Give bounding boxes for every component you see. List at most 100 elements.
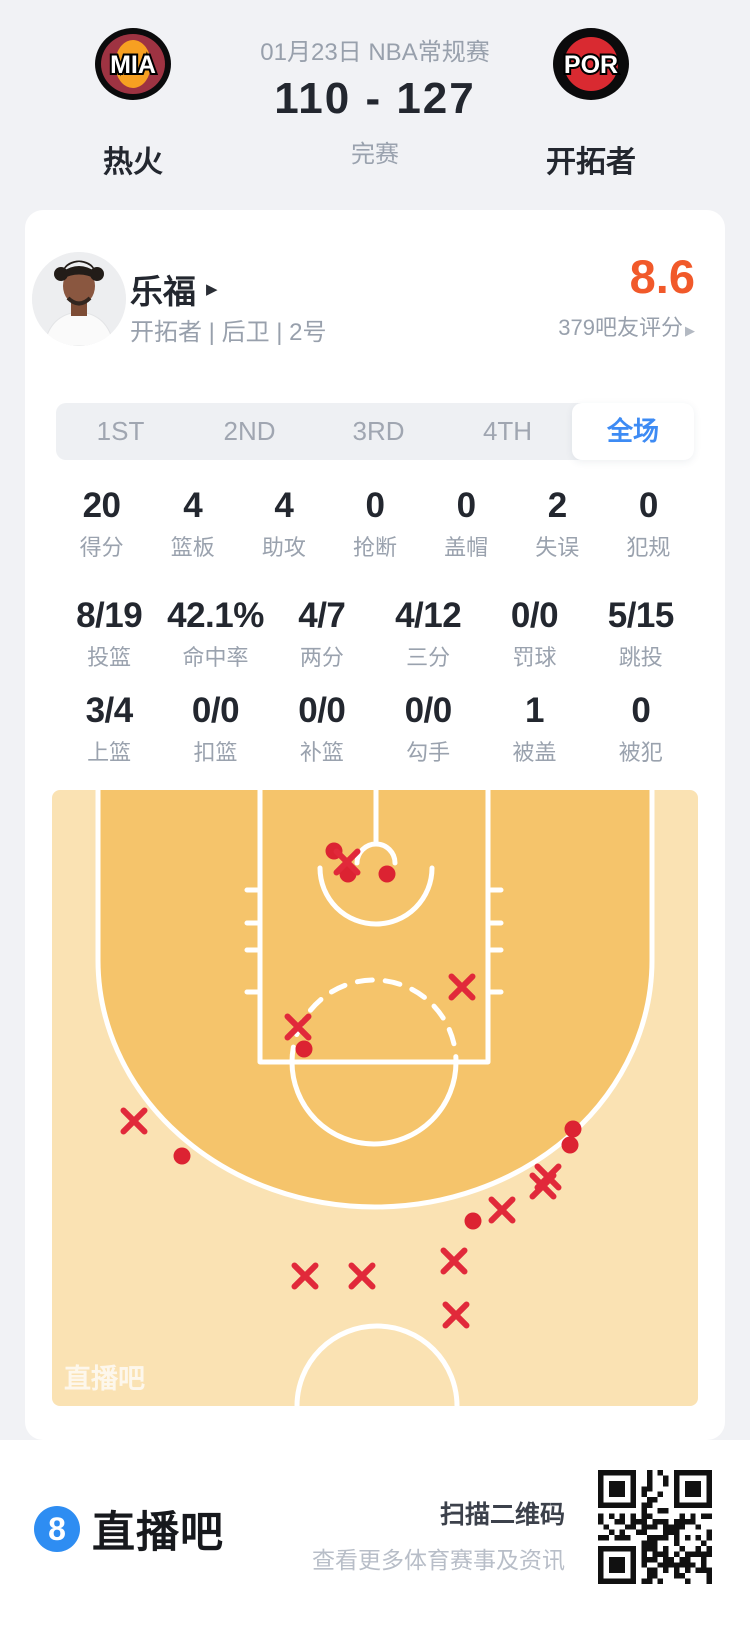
missed-shot-marker xyxy=(448,973,476,1001)
brand-8-icon: 8 xyxy=(34,1506,80,1552)
team-away-name: 开拓者 xyxy=(546,146,636,179)
half-court-circle xyxy=(294,1323,460,1406)
player-stats-card: 乐福 ▶ 开拓者 | 后卫 | 2号 8.6 379吧友评分 ▶ 1ST 2ND 3R… xyxy=(25,210,725,1440)
stat-row-detail: 3/4 上篮 0/0 扣篮 0/0 补篮 0/0 勾手 1 被盖 0 被犯 xyxy=(56,691,694,767)
stat-cell: 0/0 扣篮 xyxy=(162,691,268,767)
stat-value: 5/15 xyxy=(607,596,675,635)
tab-1st[interactable]: 1ST xyxy=(96,416,145,446)
stat-cell: 0/0 补篮 xyxy=(269,691,375,767)
made-shot-marker xyxy=(561,1136,579,1154)
stat-row-main: 20 得分 4 篮板 4 助攻 0 抢断 0 盖帽 2 失误 0 犯规 xyxy=(56,486,694,562)
stat-label: 盖帽 xyxy=(444,535,489,560)
stat-label: 被犯 xyxy=(618,740,663,765)
stat-value: 2 xyxy=(547,486,567,525)
scan-hint: 扫描二维码 查看更多体育赛事及资讯 xyxy=(312,1495,565,1575)
stat-label: 抢断 xyxy=(352,535,397,560)
scan-title: 扫描二维码 xyxy=(439,1501,565,1529)
stat-value: 0/0 xyxy=(510,596,559,635)
stat-cell: 0 抢断 xyxy=(329,486,420,562)
tab-2nd[interactable]: 2ND xyxy=(223,416,276,446)
svg-text:POR: POR xyxy=(564,51,618,79)
stat-value: 4/7 xyxy=(298,596,346,635)
qr-code-icon xyxy=(598,1470,712,1584)
shot-chart: 直播吧 xyxy=(52,790,698,1406)
made-shot-marker xyxy=(464,1212,482,1230)
made-shot-marker xyxy=(295,1040,313,1058)
stat-cell: 42.1% 命中率 xyxy=(162,596,268,672)
player-name[interactable]: 乐福 xyxy=(130,273,196,310)
tab-全场[interactable]: 全场 xyxy=(572,403,694,460)
quarter-tabbar: 1ST 2ND 3RD 4TH 全场 xyxy=(56,403,694,460)
rating-votes-label[interactable]: 379吧友评分 ▶ xyxy=(558,315,695,340)
lane-hash-left xyxy=(244,887,263,995)
lane-hash-right xyxy=(485,887,504,995)
rating-more-triangle-icon: ▶ xyxy=(685,323,695,338)
restricted-arc xyxy=(317,865,435,927)
player-avatar[interactable] xyxy=(32,252,126,346)
match-date: 01月23日 NBA常规赛 xyxy=(260,39,490,66)
mia-logo-icon: MIA xyxy=(95,28,171,100)
team-home[interactable]: MIA 热火 xyxy=(48,26,218,181)
player-info: 开拓者 | 后卫 | 2号 xyxy=(130,319,327,346)
por-logo-icon: POR xyxy=(553,28,629,100)
stat-label: 上篮 xyxy=(87,740,132,765)
stat-label: 跳投 xyxy=(618,645,663,670)
team-away[interactable]: POR 开拓者 xyxy=(506,26,676,181)
brand-logo[interactable]: 8 直播吧 xyxy=(34,1498,224,1560)
match-score: 110 - 127 xyxy=(274,74,476,123)
stat-label: 罚球 xyxy=(512,645,557,670)
stat-label: 投篮 xyxy=(87,645,132,670)
stat-value: 1 xyxy=(524,691,544,730)
missed-shot-marker xyxy=(440,1247,468,1275)
stat-value: 0/0 xyxy=(191,691,240,730)
three-point-line xyxy=(95,790,655,1210)
stat-label: 补篮 xyxy=(299,740,344,765)
shot-markers xyxy=(120,842,582,1329)
stat-label: 两分 xyxy=(299,645,344,670)
tab-3rd[interactable]: 3RD xyxy=(352,416,405,446)
stat-cell: 1 被盖 xyxy=(481,691,587,767)
player-more-triangle-icon[interactable]: ▶ xyxy=(206,281,218,298)
tab-4th[interactable]: 4TH xyxy=(482,416,533,446)
stat-value: 20 xyxy=(82,486,121,525)
svg-text:MIA: MIA xyxy=(110,51,156,79)
app-footer: 8 直播吧 扫描二维码 查看更多体育赛事及资讯 xyxy=(0,1440,750,1629)
stat-label: 勾手 xyxy=(406,740,451,765)
missed-shot-marker xyxy=(488,1196,516,1224)
stat-cell: 4 篮板 xyxy=(147,486,238,562)
stat-cell: 0/0 罚球 xyxy=(481,596,587,672)
stat-cell: 0 犯规 xyxy=(603,486,694,562)
stat-label: 犯规 xyxy=(626,535,671,560)
missed-shot-marker xyxy=(291,1262,319,1290)
free-throw-circle-solid xyxy=(289,1059,459,1147)
stat-label: 被盖 xyxy=(512,740,557,765)
player-rating: 8.6 xyxy=(629,250,695,303)
stat-cell: 0/0 勾手 xyxy=(375,691,481,767)
made-shot-marker xyxy=(173,1147,191,1165)
missed-shot-marker xyxy=(529,1172,557,1200)
stat-cell: 20 得分 xyxy=(56,486,147,562)
stat-value: 3/4 xyxy=(85,691,134,730)
stat-value: 0/0 xyxy=(404,691,453,730)
stat-label: 失误 xyxy=(535,535,580,560)
stat-cell: 2 失误 xyxy=(512,486,603,562)
stat-cell: 8/19 投篮 xyxy=(56,596,162,672)
missed-shot-marker xyxy=(284,1013,312,1041)
stat-value: 8/19 xyxy=(76,596,143,635)
rating-block[interactable]: 8.6 379吧友评分 ▶ xyxy=(558,252,695,342)
stat-cell: 4 助攻 xyxy=(238,486,329,562)
stat-row-shooting: 8/19 投篮 42.1% 命中率 4/7 两分 4/12 三分 0/0 罚球 5/15 跳投 xyxy=(56,596,694,672)
stat-label: 三分 xyxy=(406,645,451,670)
stat-label: 得分 xyxy=(79,535,124,560)
stat-cell: 4/12 三分 xyxy=(375,596,481,672)
stat-cell: 5/15 跳投 xyxy=(588,596,694,672)
stat-label: 篮板 xyxy=(170,535,215,560)
stat-value: 0 xyxy=(365,486,385,525)
match-status: 完赛 xyxy=(351,141,399,168)
stat-value: 0 xyxy=(456,486,476,525)
stat-value: 4 xyxy=(274,486,294,525)
stat-value: 0 xyxy=(631,691,651,730)
stat-value: 4/12 xyxy=(395,596,462,635)
scoreboard: 01月23日 NBA常规赛 110 - 127 完赛 MIA 热火 POR 开拓… xyxy=(0,0,750,210)
